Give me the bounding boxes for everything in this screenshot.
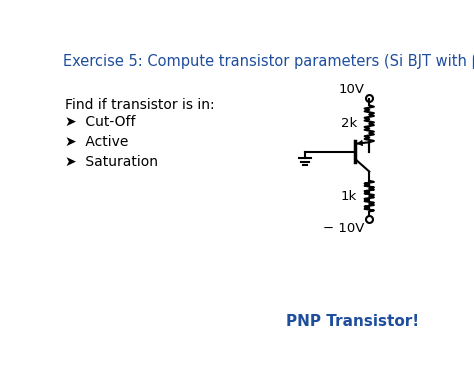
Text: ➤  Active: ➤ Active [65, 135, 129, 149]
Text: PNP Transistor!: PNP Transistor! [286, 314, 419, 329]
Text: Exercise 5: Compute transistor parameters (Si BJT with β= 100).: Exercise 5: Compute transistor parameter… [63, 55, 474, 69]
Polygon shape [357, 140, 363, 146]
Text: ➤  Saturation: ➤ Saturation [65, 155, 158, 169]
Text: 1k: 1k [341, 190, 357, 203]
Text: 2k: 2k [341, 117, 357, 130]
Text: Find if transistor is in:: Find if transistor is in: [65, 98, 215, 112]
Text: ➤  Cut-Off: ➤ Cut-Off [65, 115, 136, 129]
Text: 10V: 10V [338, 83, 365, 96]
Text: − 10V: − 10V [323, 222, 365, 235]
